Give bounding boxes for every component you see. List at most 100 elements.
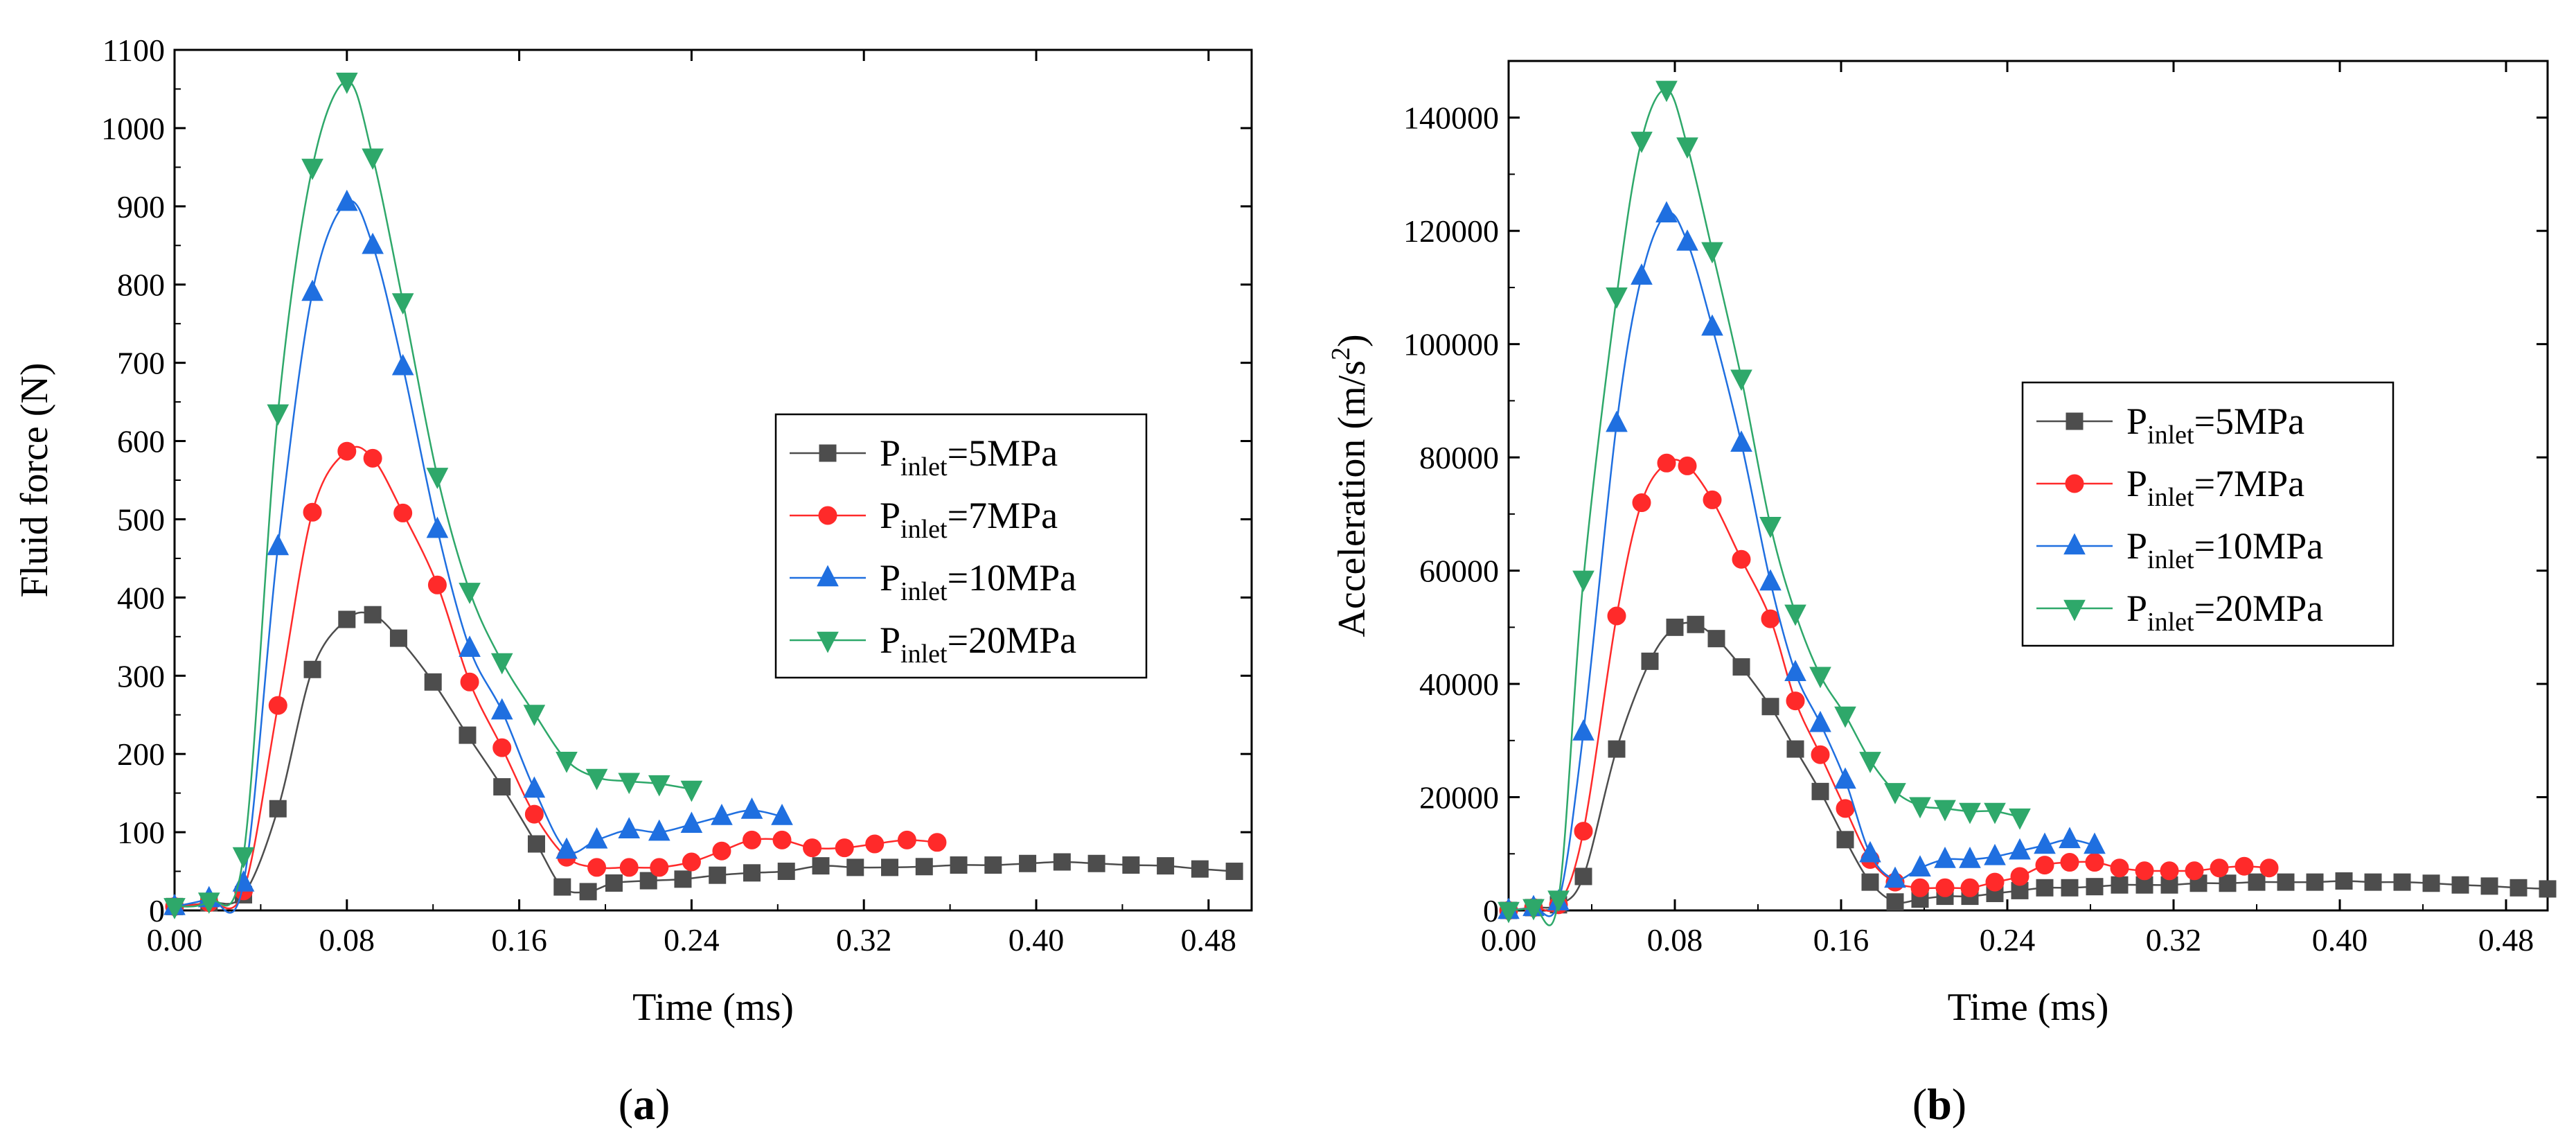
y-axis-title: Acceleration (m/s2) [1326, 334, 1374, 637]
data-point-2 [1631, 263, 1653, 285]
data-point-0 [846, 858, 864, 876]
data-point-1 [927, 833, 947, 852]
data-point-2 [2059, 827, 2081, 849]
legend-label-0: Pinlet=5MPa [2126, 400, 2304, 450]
data-point-1 [742, 830, 761, 849]
data-point-0 [493, 778, 511, 796]
x-tick-label: 0.00 [1481, 922, 1537, 958]
series-line-2 [174, 200, 783, 914]
data-point-1 [2035, 856, 2054, 875]
series-line-1 [1508, 459, 2270, 913]
data-point-0 [881, 858, 899, 876]
data-point-3 [1884, 783, 1906, 804]
data-point-3 [335, 72, 358, 94]
data-point-0 [553, 878, 571, 896]
y-tick-label: 0 [149, 893, 165, 928]
y-tick-label: 1000 [101, 111, 165, 146]
y-tick-label: 40000 [1419, 667, 1499, 702]
data-point-1 [1732, 549, 1751, 569]
data-point-1 [1960, 878, 1980, 897]
x-tick-label: 0.48 [2478, 922, 2534, 958]
y-tick-label: 500 [117, 502, 165, 537]
y-tick-label: 100 [117, 815, 165, 850]
data-point-2 [1884, 866, 1906, 888]
series-1 [1499, 453, 2279, 920]
data-point-2 [301, 279, 323, 301]
data-point-0 [527, 835, 545, 853]
x-tick-label: 0.24 [1980, 922, 2036, 958]
legend-label-0: Pinlet=5MPa [880, 432, 1058, 482]
x-tick-label: 0.08 [319, 922, 375, 958]
data-point-2 [490, 698, 513, 720]
data-point-0 [2086, 878, 2104, 896]
data-point-0 [424, 673, 442, 691]
data-point-1 [772, 830, 792, 849]
data-point-3 [490, 653, 513, 675]
data-point-0 [777, 863, 795, 881]
series-2 [163, 189, 793, 915]
data-point-2 [2009, 838, 2031, 860]
data-point-0 [2219, 874, 2237, 892]
chart-panel-b: 0.00 0.08 0.16 0.24 0.32 0.40 0.48 0 20000 40000 6… [1326, 60, 2557, 1129]
data-point-1 [2160, 861, 2179, 881]
data-point-0 [812, 857, 830, 875]
data-point-1 [524, 804, 544, 824]
y-tick-label: 60000 [1419, 554, 1499, 589]
y-tick-label: 700 [117, 346, 165, 381]
data-point-2 [1572, 719, 1595, 741]
data-point-2 [1959, 846, 1981, 868]
data-point-1 [2235, 856, 2254, 876]
data-point-1 [1910, 878, 1930, 897]
data-point-0 [709, 866, 727, 884]
data-point-1 [2085, 853, 2104, 872]
data-point-3 [1498, 901, 1520, 924]
data-point-1 [682, 852, 701, 872]
x-tick-label: 0.40 [1009, 922, 1065, 958]
data-point-0 [1157, 857, 1175, 875]
data-point-0 [1761, 698, 1779, 716]
data-point-3 [1572, 570, 1595, 592]
data-point-3 [1730, 369, 1752, 391]
data-point-1 [337, 441, 357, 461]
panel-label-b: (b) [1912, 1079, 1966, 1129]
plot-frame [1507, 60, 2549, 912]
series-line-0 [1508, 622, 2548, 912]
data-point-0 [459, 726, 477, 744]
data-point-1 [650, 858, 669, 877]
data-point-2 [1984, 843, 2006, 865]
data-point-0 [2111, 876, 2129, 894]
data-point-0 [269, 800, 287, 818]
data-point-2 [1701, 314, 1723, 336]
data-point-0 [743, 864, 761, 882]
data-point-3 [267, 404, 290, 426]
data-point-0 [639, 872, 657, 890]
y-tick-label: 300 [117, 658, 165, 694]
y-axis-title-main: Acceleration (m/s [1331, 360, 1374, 637]
data-point-0 [1666, 618, 1684, 636]
data-point-0 [1019, 854, 1037, 872]
x-tick-label: 0.40 [2312, 922, 2368, 958]
legend: Pinlet=5MPa Pinlet=7MPa Pinlet=10MPa Pinlet… [2021, 381, 2395, 647]
data-point-2 [1676, 229, 1698, 251]
legend-marker-3 [817, 631, 839, 653]
y-tick-label: 140000 [1403, 100, 1499, 136]
data-point-1 [460, 672, 479, 691]
data-point-1 [897, 830, 916, 849]
x-axis-title: Time (ms) [632, 986, 794, 1029]
data-point-1 [363, 448, 382, 468]
data-point-3 [556, 751, 578, 773]
data-point-0 [984, 856, 1002, 874]
data-point-3 [459, 583, 481, 604]
legend-marker-0 [2066, 412, 2084, 430]
data-point-1 [835, 838, 854, 858]
data-point-1 [1836, 799, 1855, 818]
data-point-2 [459, 635, 481, 658]
data-point-0 [1225, 863, 1243, 881]
data-point-2 [426, 516, 449, 538]
data-point-0 [1687, 615, 1705, 633]
y-tick-label: 400 [117, 580, 165, 615]
data-point-1 [2210, 858, 2229, 878]
data-point-2 [1909, 855, 1931, 876]
data-point-1 [393, 503, 413, 522]
